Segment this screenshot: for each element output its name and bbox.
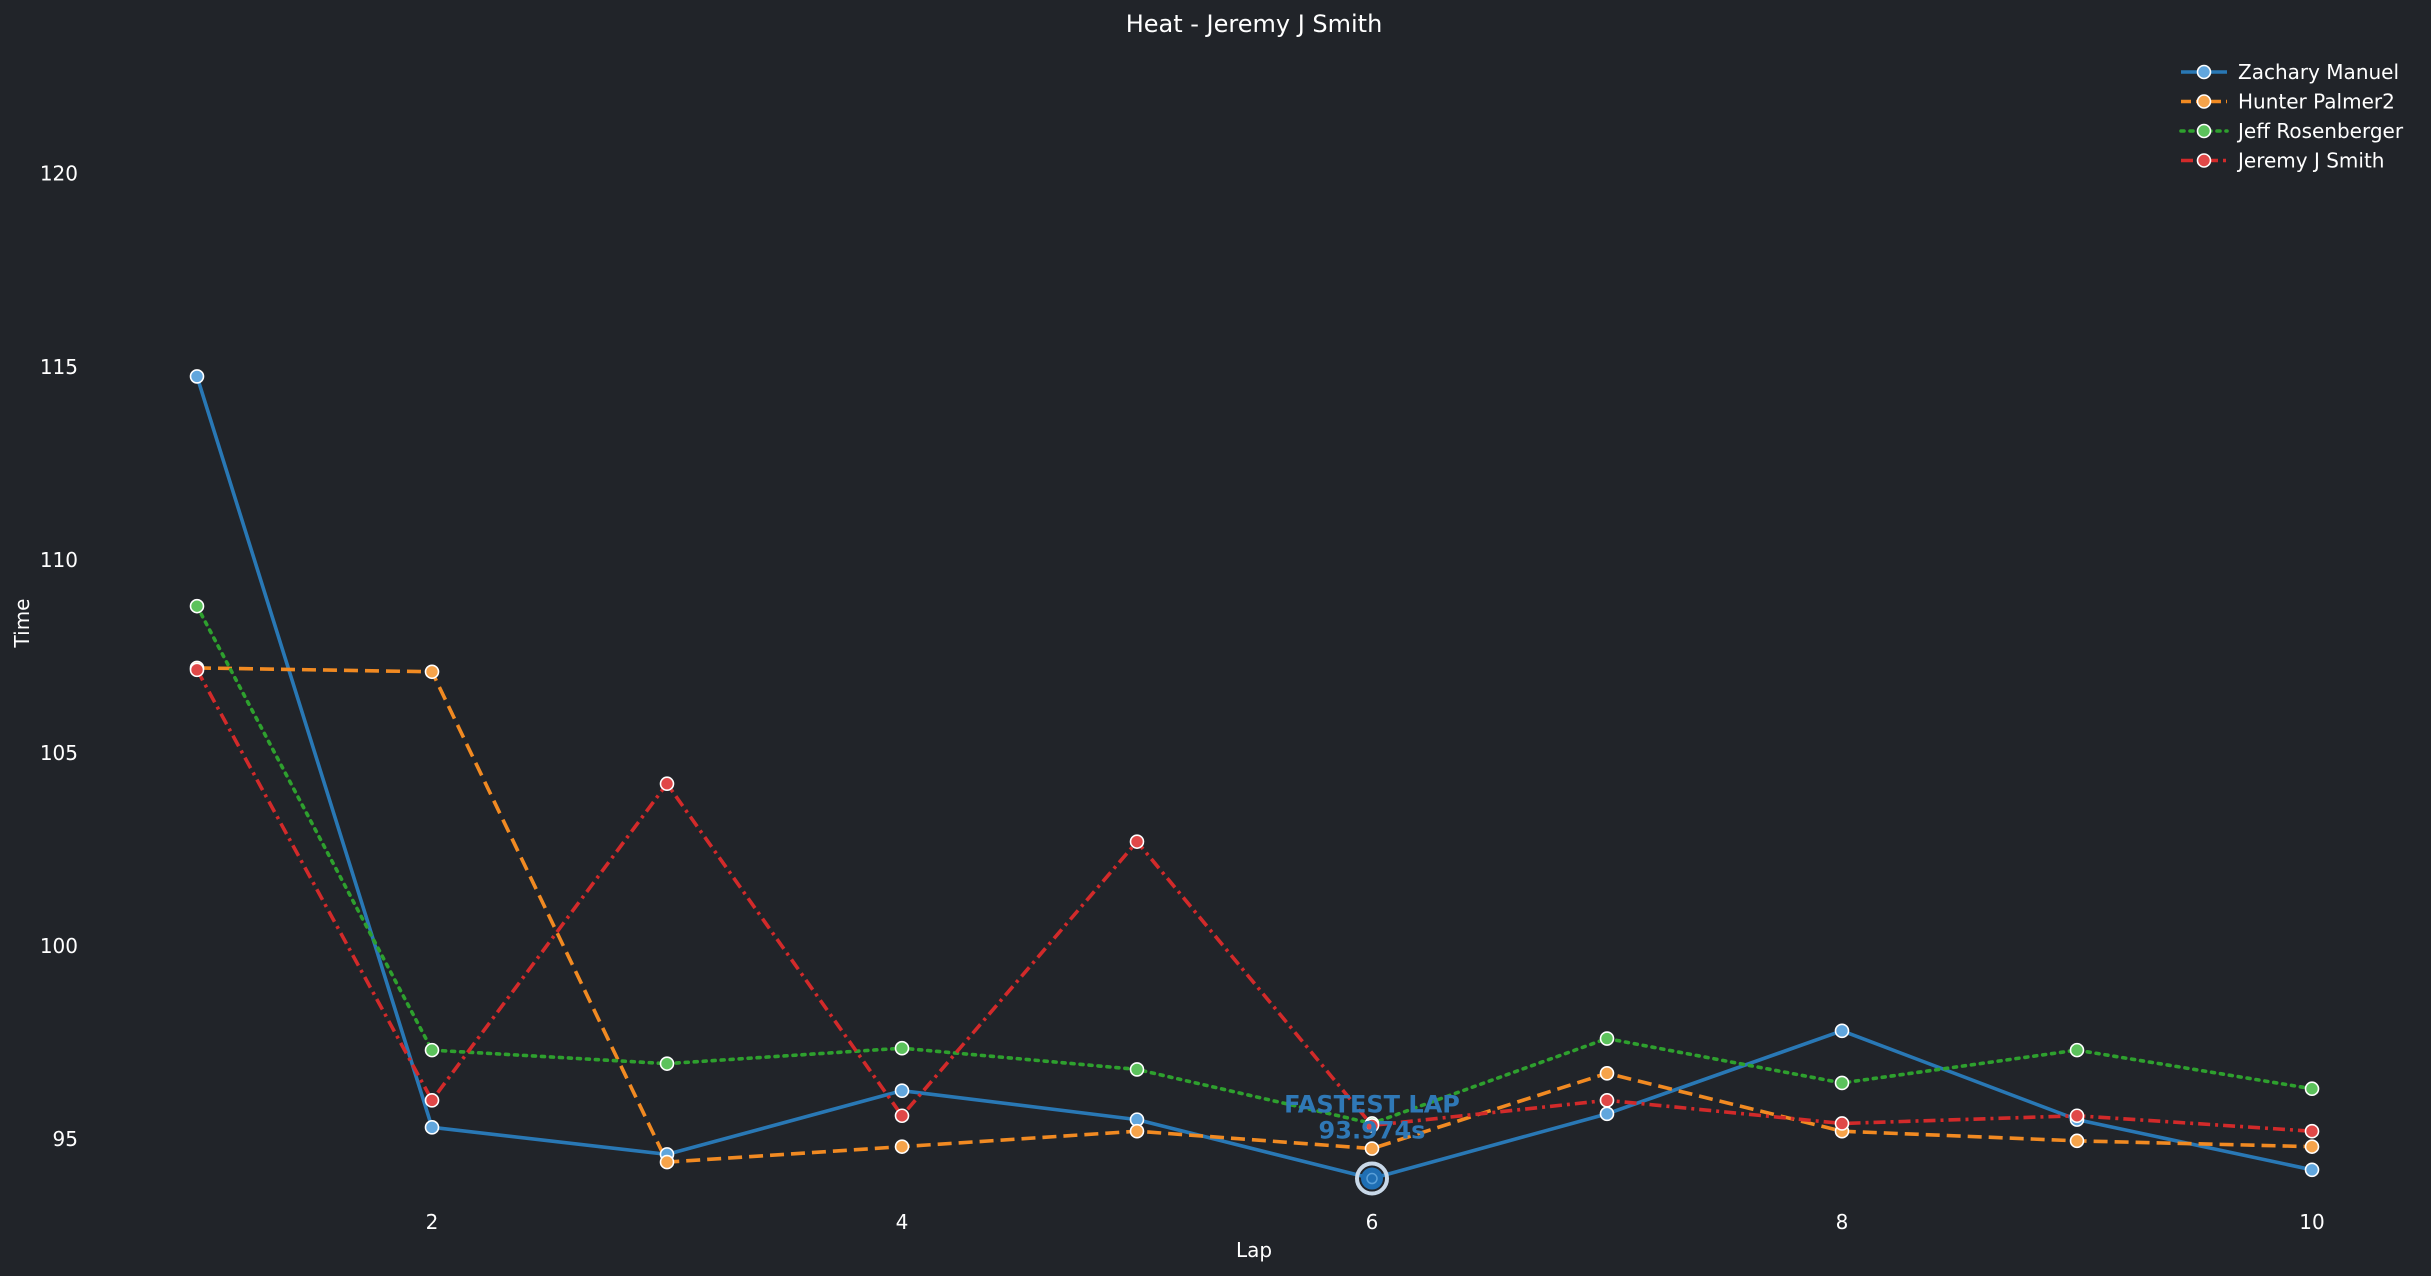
series-line-4 — [195, 668, 2313, 1133]
legend-label: Jeremy J Smith — [2236, 149, 2384, 173]
y-tick-label: 110 — [40, 548, 78, 572]
data-point — [1834, 1075, 1850, 1091]
series-markers — [189, 369, 2320, 1186]
fastest-lap-ring — [1355, 1161, 1389, 1196]
fastest-lap-label: FASTEST LAP — [1284, 1091, 1460, 1119]
data-point — [1599, 1031, 1615, 1046]
x-tick-label: 8 — [1836, 1210, 1849, 1234]
legend-item: Jeff Rosenberger — [2179, 119, 2404, 143]
data-point — [424, 1042, 440, 1058]
data-point — [424, 1093, 440, 1108]
x-tick-label: 6 — [1366, 1210, 1379, 1234]
data-point — [2304, 1162, 2320, 1178]
data-point — [189, 662, 205, 678]
data-point — [1834, 1116, 1850, 1131]
legend-label: Jeff Rosenberger — [2236, 119, 2404, 143]
data-point — [1599, 1093, 1615, 1108]
axis-ticks: 2 4 6 8 10 95 100 105 110 115 120 — [40, 162, 2325, 1234]
data-point — [894, 1108, 910, 1124]
fastest-lap-marker — [1361, 1167, 1383, 1190]
data-point — [189, 369, 205, 384]
x-tick-label: 4 — [896, 1210, 909, 1234]
data-point — [894, 1083, 910, 1098]
series-line-3 — [195, 604, 2314, 1126]
legend-marker — [2196, 123, 2212, 139]
data-point — [1129, 834, 1145, 849]
legend-marker — [2196, 153, 2212, 168]
data-point — [1834, 1023, 1850, 1039]
legend-item: Hunter Palmer2 — [2181, 90, 2395, 114]
chart-title: Heat - Jeremy J Smith — [1126, 10, 1383, 38]
y-axis-label: Time — [10, 599, 34, 649]
data-point — [1129, 1123, 1145, 1139]
fastest-lap-marker-inner — [1366, 1172, 1378, 1185]
legend-item: Zachary Manuel — [2181, 60, 2399, 84]
y-tick-label: 115 — [40, 355, 78, 379]
data-point — [659, 776, 675, 792]
data-point — [424, 1120, 440, 1135]
data-point — [1364, 1118, 1380, 1133]
data-point — [189, 598, 205, 614]
legend-label: Zachary Manuel — [2238, 60, 2399, 84]
legend-item: Jeremy J Smith — [2181, 149, 2384, 173]
x-axis-label: Lap — [1236, 1238, 1272, 1262]
legend: Zachary Manuel Hunter Palmer2 Jeff Rosenbe… — [2179, 60, 2404, 173]
x-tick-label: 2 — [426, 1210, 439, 1234]
data-point — [2069, 1108, 2085, 1124]
legend-marker — [2196, 64, 2212, 80]
data-point — [1599, 1065, 1615, 1081]
data-point — [894, 1040, 910, 1056]
series-line-1 — [195, 375, 2313, 1181]
fastest-lap-value: 93.974s — [1319, 1117, 1426, 1145]
y-tick-label: 120 — [40, 162, 78, 186]
y-tick-label: 100 — [40, 934, 78, 958]
y-tick-label: 105 — [40, 741, 78, 765]
legend-marker — [2196, 94, 2212, 109]
data-point — [1129, 1062, 1145, 1077]
data-point — [2304, 1139, 2320, 1154]
series-line-2 — [196, 666, 2313, 1164]
data-point — [2069, 1133, 2085, 1149]
data-point — [659, 1056, 675, 1071]
x-tick-label: 10 — [2299, 1210, 2324, 1234]
legend-label: Hunter Palmer2 — [2238, 90, 2395, 114]
y-tick-label: 95 — [53, 1127, 78, 1151]
data-point — [659, 1154, 675, 1170]
data-point — [1364, 1141, 1380, 1156]
data-point — [2304, 1123, 2320, 1139]
data-point — [2304, 1081, 2320, 1097]
data-point — [424, 664, 440, 680]
series-lines — [195, 375, 2314, 1181]
data-point — [1599, 1106, 1615, 1122]
data-point — [894, 1139, 910, 1154]
data-point — [2069, 1042, 2085, 1058]
